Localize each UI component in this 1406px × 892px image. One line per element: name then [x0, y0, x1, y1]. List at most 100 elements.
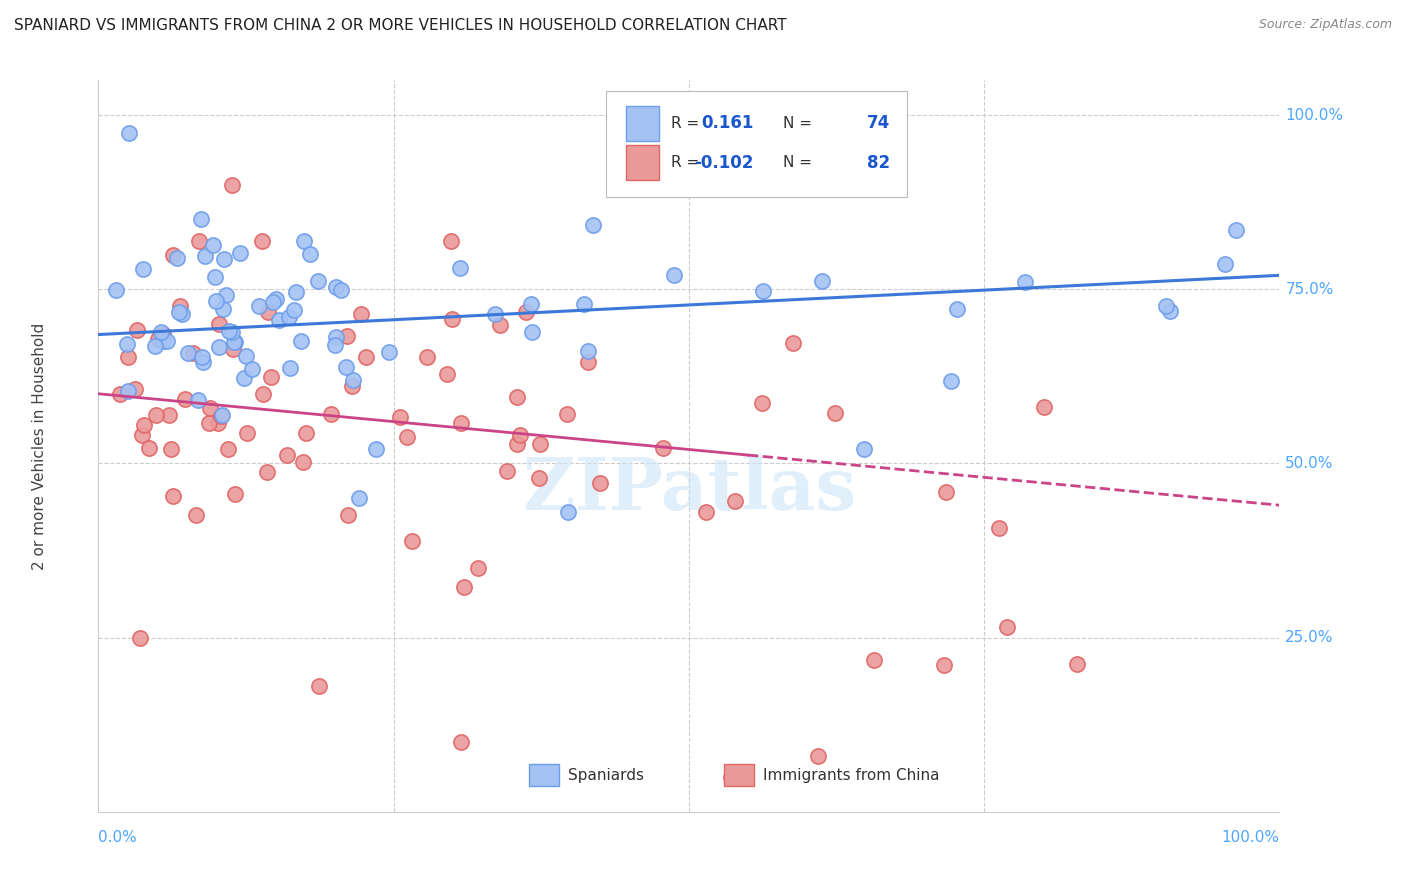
Text: Immigrants from China: Immigrants from China: [763, 768, 939, 782]
Text: 74: 74: [866, 114, 890, 132]
Point: [152, 334, 174, 348]
Point: [187, 392, 209, 407]
Point: [330, 284, 353, 298]
Point: [221, 178, 243, 192]
Point: [520, 325, 543, 339]
Point: [117, 350, 139, 364]
Point: [131, 428, 153, 442]
Point: [198, 401, 221, 416]
Point: [852, 442, 875, 457]
Point: [1213, 257, 1236, 271]
Point: [209, 409, 232, 423]
Point: [340, 379, 363, 393]
Point: [229, 245, 252, 260]
Point: [932, 658, 955, 673]
Point: [378, 344, 401, 359]
Point: [166, 251, 188, 265]
Point: [337, 508, 360, 523]
Point: [572, 297, 595, 311]
Point: [110, 387, 132, 401]
Point: [578, 344, 600, 359]
Point: [105, 283, 128, 297]
Point: [450, 735, 472, 749]
Point: [278, 361, 301, 376]
Text: R =: R =: [671, 155, 699, 170]
Text: ZIPatlas: ZIPatlas: [522, 454, 856, 525]
Point: [782, 335, 804, 350]
Point: [157, 408, 180, 422]
Point: [664, 268, 686, 282]
Point: [277, 310, 299, 325]
Point: [232, 371, 254, 385]
Point: [267, 313, 290, 327]
Point: [987, 521, 1010, 535]
Point: [290, 334, 312, 348]
Point: [143, 339, 166, 353]
Point: [325, 280, 347, 294]
Point: [557, 407, 579, 421]
Point: [115, 336, 138, 351]
Point: [484, 307, 506, 321]
Point: [118, 126, 141, 140]
Point: [211, 302, 233, 317]
Point: [187, 234, 209, 248]
Point: [150, 325, 173, 339]
Point: [347, 491, 370, 506]
Point: [190, 212, 212, 227]
Point: [506, 437, 529, 451]
Point: [291, 455, 314, 469]
Point: [217, 442, 239, 457]
Point: [250, 234, 273, 248]
Point: [298, 247, 321, 261]
Text: 100.0%: 100.0%: [1285, 108, 1343, 122]
Point: [167, 305, 190, 319]
Point: [191, 350, 214, 364]
Point: [695, 505, 717, 519]
Point: [752, 284, 775, 298]
Text: 50.0%: 50.0%: [1285, 456, 1334, 471]
Point: [117, 384, 139, 398]
Point: [395, 430, 418, 444]
Point: [194, 249, 217, 263]
Point: [308, 679, 330, 693]
Point: [170, 307, 193, 321]
Point: [201, 238, 224, 252]
Point: [557, 505, 579, 519]
Point: [336, 328, 359, 343]
Point: [221, 325, 243, 339]
Point: [212, 252, 235, 266]
Point: [129, 631, 152, 645]
Point: [863, 653, 886, 667]
Point: [307, 274, 329, 288]
Point: [181, 346, 204, 360]
Point: [257, 305, 280, 319]
Point: [224, 335, 246, 350]
Point: [186, 508, 208, 523]
Point: [224, 334, 246, 349]
Point: [222, 343, 245, 357]
Point: [945, 302, 967, 317]
Point: [224, 486, 246, 500]
Point: [467, 561, 489, 575]
Point: [720, 770, 742, 784]
Point: [489, 318, 512, 332]
Point: [160, 442, 183, 456]
Point: [440, 234, 463, 248]
Point: [285, 285, 308, 299]
Text: 25.0%: 25.0%: [1285, 630, 1334, 645]
Point: [1066, 657, 1088, 671]
Point: [724, 494, 747, 508]
Point: [515, 305, 537, 319]
Point: [252, 387, 274, 401]
Point: [350, 308, 373, 322]
Point: [173, 392, 195, 406]
Point: [440, 312, 463, 326]
Point: [124, 382, 146, 396]
Point: [529, 437, 551, 451]
Point: [453, 580, 475, 594]
Point: [256, 465, 278, 479]
Point: [520, 297, 543, 311]
Point: [997, 620, 1019, 634]
Point: [134, 417, 156, 432]
Point: [236, 425, 259, 440]
